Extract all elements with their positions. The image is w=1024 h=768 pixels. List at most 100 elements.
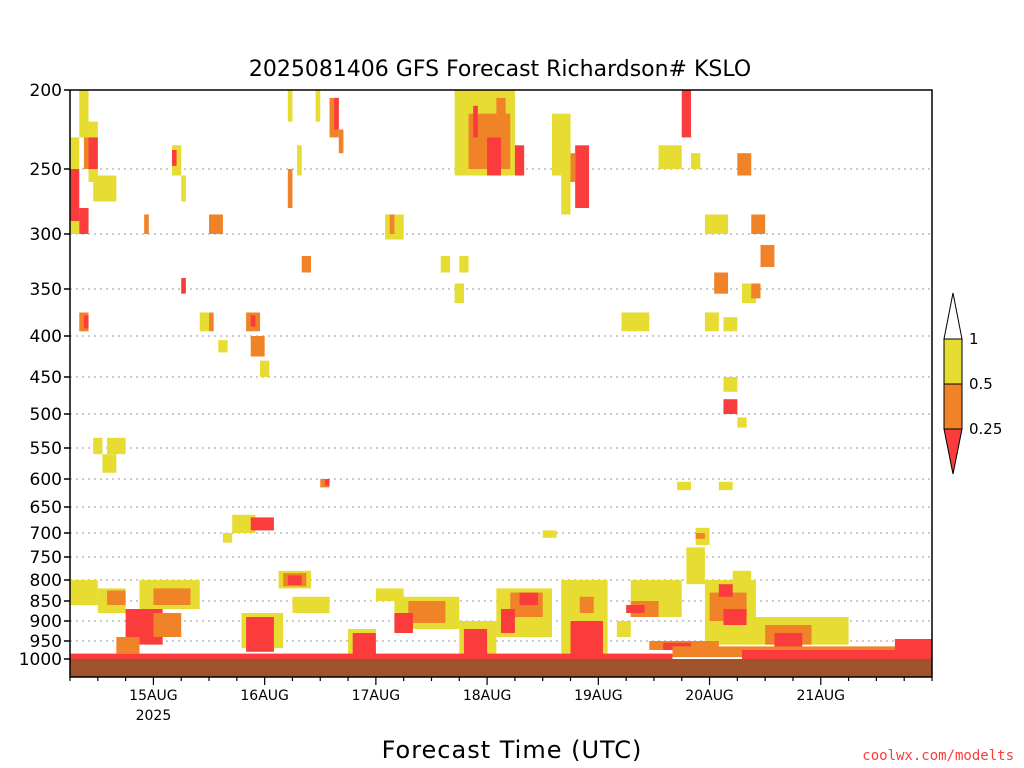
ri-cell — [107, 590, 126, 605]
ri-cell — [496, 97, 506, 138]
x-tick-label: 18AUG — [463, 688, 512, 704]
y-axis: 200 250 300 350 400 450 500 550 600 650 700 750 8008… — [19, 81, 70, 670]
y-tick-label: 350 — [30, 280, 62, 300]
ri-cell — [723, 399, 738, 414]
legend-level-label: 0.5 — [969, 375, 993, 393]
ri-cell — [171, 150, 177, 166]
y-tick-label: 400 — [30, 327, 62, 347]
plot-area — [69, 89, 933, 678]
ri-cell — [297, 145, 302, 176]
ri-cell — [260, 360, 270, 377]
y-tick-label: 800 — [30, 571, 62, 591]
ri-cell — [741, 650, 932, 659]
ri-cell — [70, 580, 98, 605]
x-tick-label: 15AUG — [129, 688, 178, 704]
ri-cell — [209, 214, 223, 234]
ri-cell — [338, 129, 344, 154]
x-tick-sublabel: 2025 — [136, 708, 172, 724]
plot-frame — [69, 89, 933, 678]
x-tick-label: 21AUG — [797, 688, 846, 704]
legend-level-label: 0.25 — [969, 420, 1002, 438]
x-axis-title: Forecast Time (UTC) — [382, 736, 643, 764]
legend-swatch-below-0.25 — [943, 428, 963, 475]
ri-cell — [334, 97, 339, 130]
ri-cell — [723, 609, 747, 625]
ri-cell — [691, 153, 701, 169]
ri-cell — [250, 517, 274, 531]
ri-cell — [250, 315, 256, 327]
ri-cell — [487, 137, 501, 176]
ri-cell — [704, 312, 719, 332]
ri-cell — [894, 639, 932, 650]
ri-cell — [389, 214, 395, 234]
ri-cell — [570, 621, 603, 656]
y-tick-label: 650 — [30, 498, 62, 518]
legend-level-label: 1 — [969, 330, 979, 348]
ri-cell — [579, 596, 594, 613]
y-tick-label: 250 — [30, 160, 62, 180]
ri-cell — [222, 533, 233, 543]
ri-cell — [153, 613, 182, 637]
ri-cell — [301, 256, 311, 273]
ri-cell — [718, 584, 733, 597]
ri-cell — [714, 272, 729, 294]
ri-cell — [718, 481, 733, 491]
ri-cell — [153, 588, 191, 605]
ri-cell — [181, 175, 186, 202]
ri-cell — [107, 437, 126, 455]
ri-cell — [751, 283, 761, 299]
ri-cell — [394, 613, 413, 633]
y-tick-label: 600 — [30, 470, 62, 490]
ri-cell — [459, 256, 469, 273]
ri-cell — [454, 283, 464, 304]
ri-cell — [116, 637, 140, 654]
credit-text: coolwx.com/modelts — [862, 748, 1014, 764]
y-tick-label: 700 — [30, 524, 62, 544]
ri-cell — [737, 153, 752, 176]
ri-cell — [723, 317, 738, 332]
ri-cell — [561, 137, 571, 215]
ri-cell — [514, 145, 525, 176]
ri-cell — [704, 214, 729, 234]
y-tick-label: 950 — [30, 632, 62, 652]
x-tick-label: 16AUG — [240, 688, 289, 704]
y-tick-label: 450 — [30, 368, 62, 388]
ri-cell — [473, 105, 478, 138]
legend-swatch-0.5-1 — [943, 338, 963, 385]
ri-cell — [181, 278, 186, 294]
ri-cell — [570, 153, 576, 182]
x-tick-label: 17AUG — [352, 688, 401, 704]
ri-cell — [199, 312, 210, 332]
ri-cell — [686, 547, 705, 585]
ri-cell — [79, 312, 89, 332]
ri-cell — [463, 629, 488, 656]
ri-cell — [83, 315, 89, 329]
ri-cell — [246, 617, 274, 652]
chart-title: 2025081406 GFS Forecast Richardson# KSLO — [249, 57, 751, 82]
ri-cell — [681, 90, 692, 138]
ri-cell — [88, 137, 98, 169]
ri-cell — [93, 437, 103, 455]
ri-cell — [732, 570, 752, 580]
ri-cell — [658, 145, 682, 169]
ri-cell — [320, 479, 330, 488]
ri-cell — [218, 340, 228, 353]
y-tick-label: 1000 — [19, 650, 62, 670]
y-tick-label: 500 — [30, 405, 62, 425]
y-tick-label: 200 — [30, 81, 62, 101]
ri-cell — [408, 601, 446, 623]
ri-cell — [621, 312, 650, 332]
ri-cell — [760, 245, 775, 267]
x-axis: 15AUG 2025 16AUG 17AUG 18AUG 19AUG 20AUG 21AUG — [69, 677, 933, 724]
ri-cell — [616, 621, 631, 637]
x-tick-label: 19AUG — [574, 688, 623, 704]
ri-cell — [695, 533, 705, 539]
ri-cell — [232, 514, 256, 533]
ri-cell — [501, 609, 515, 633]
ri-cell — [287, 575, 302, 586]
ri-cell — [440, 256, 451, 273]
ri-cell — [287, 169, 293, 208]
y-tick-label: 550 — [30, 439, 62, 459]
ri-cell — [70, 169, 80, 221]
ri-cell — [70, 653, 673, 659]
